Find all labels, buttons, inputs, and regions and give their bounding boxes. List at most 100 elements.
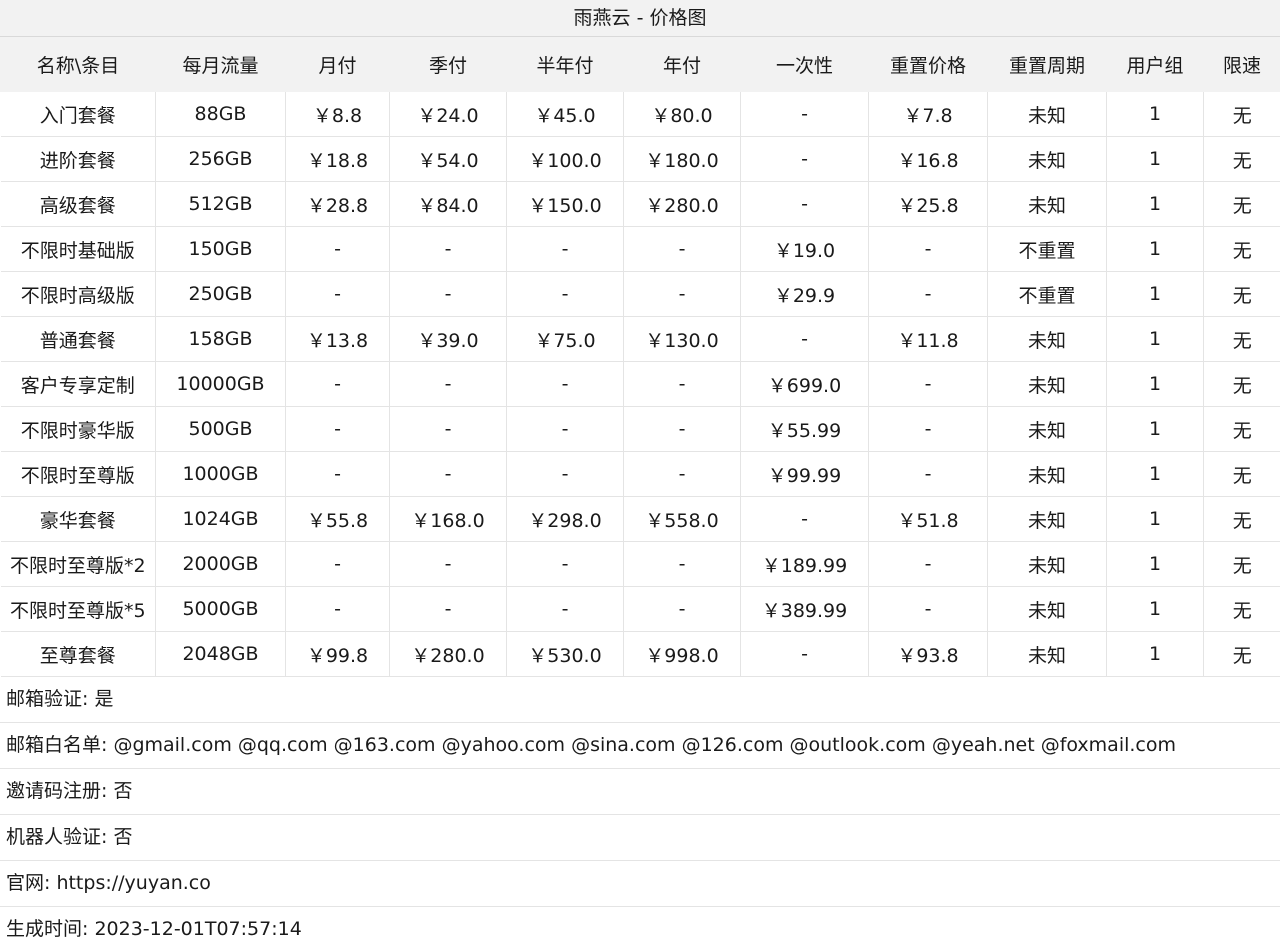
traffic-cell: 512GB [155,181,286,227]
table-row: 不限时至尊版*5 5000GB - - - - ￥389.99- 未知 1 无 [0,586,1280,632]
reset-price-cell: - [868,586,988,632]
invite-code-line: 邀请码注册: 否 [0,769,1280,815]
traffic-cell: 2048GB [155,631,286,677]
yearly-price-cell: ￥998.0 [623,631,741,677]
table-row: 不限时高级版 250GB - - - - ￥29.9- 不重置 1 无 [0,271,1280,317]
one-time-price-cell: - [740,136,869,182]
plan-name-cell: 高级套餐 [0,181,156,227]
plan-name-cell: 普通套餐 [0,316,156,362]
speed-limit-cell: 无 [1203,631,1280,677]
quarterly-price-cell: ￥84.0 [389,181,507,227]
plan-name-cell: 不限时至尊版*2 [0,541,156,587]
table-body: 入门套餐 88GB ￥8.8 ￥24.0 ￥45.0 ￥80.0- ￥7.8 未知 1 无进阶套餐… [0,91,1280,677]
reset-price-cell: - [868,271,988,317]
reset-price-cell: - [868,406,988,452]
plan-name-cell: 不限时至尊版*5 [0,586,156,632]
user-group-cell: 1 [1106,136,1204,182]
reset-cycle-cell: 不重置 [987,271,1107,317]
quarterly-price-cell: ￥54.0 [389,136,507,182]
traffic-cell: 10000GB [155,361,286,407]
yearly-price-cell: ￥280.0 [623,181,741,227]
one-time-price-cell: - [740,496,869,542]
reset-cycle-cell: 未知 [987,496,1107,542]
yearly-price-cell: - [623,271,741,317]
table-row: 客户专享定制 10000GB - - - - ￥699.0- 未知 1 无 [0,361,1280,407]
reset-price-cell: ￥25.8 [868,181,988,227]
traffic-cell: 5000GB [155,586,286,632]
reset-price-cell: ￥7.8 [868,91,988,137]
half-year-price-cell: ￥150.0 [506,181,624,227]
speed-limit-cell: 无 [1203,136,1280,182]
traffic-cell: 1024GB [155,496,286,542]
traffic-cell: 500GB [155,406,286,452]
traffic-cell: 150GB [155,226,286,272]
plan-name-cell: 不限时基础版 [0,226,156,272]
price-table: 名称\条目 每月流量 月付 季付 半年付 年付 一次性 重置价格 重置周期 用户… [0,37,1280,677]
monthly-price-cell: ￥28.8 [285,181,390,227]
user-group-cell: 1 [1106,181,1204,227]
one-time-price-cell: ￥55.99 [740,406,869,452]
yearly-price-cell: ￥180.0 [623,136,741,182]
column-header-yearly: 年付 [623,37,741,92]
quarterly-price-cell: - [389,586,507,632]
one-time-price-cell: ￥389.99 [740,586,869,632]
column-header-quarterly: 季付 [389,37,507,92]
quarterly-price-cell: - [389,271,507,317]
speed-limit-cell: 无 [1203,496,1280,542]
monthly-price-cell: ￥99.8 [285,631,390,677]
plan-name-cell: 不限时高级版 [0,271,156,317]
traffic-cell: 88GB [155,91,286,137]
plan-name-cell: 入门套餐 [0,91,156,137]
one-time-price-cell: ￥189.99 [740,541,869,587]
yearly-price-cell: - [623,361,741,407]
speed-limit-cell: 无 [1203,451,1280,497]
yearly-price-cell: - [623,451,741,497]
speed-limit-cell: 无 [1203,181,1280,227]
monthly-price-cell: - [285,271,390,317]
quarterly-price-cell: ￥39.0 [389,316,507,362]
user-group-cell: 1 [1106,361,1204,407]
reset-price-cell: ￥11.8 [868,316,988,362]
reset-cycle-cell: 不重置 [987,226,1107,272]
column-header-monthly: 月付 [285,37,390,92]
monthly-price-cell: ￥55.8 [285,496,390,542]
traffic-cell: 250GB [155,271,286,317]
user-group-cell: 1 [1106,226,1204,272]
one-time-price-cell: ￥29.9 [740,271,869,317]
half-year-price-cell: - [506,541,624,587]
half-year-price-cell: - [506,451,624,497]
column-header-speed-limit: 限速 [1203,37,1280,92]
yearly-price-cell: - [623,226,741,272]
user-group-cell: 1 [1106,91,1204,137]
quarterly-price-cell: ￥24.0 [389,91,507,137]
column-header-user-group: 用户组 [1106,37,1204,92]
table-row: 不限时基础版 150GB - - - - ￥19.0- 不重置 1 无 [0,226,1280,272]
user-group-cell: 1 [1106,451,1204,497]
yearly-price-cell: - [623,541,741,587]
half-year-price-cell: ￥530.0 [506,631,624,677]
info-footer: 邮箱验证: 是 邮箱白名单: @gmail.com @qq.com @163.c… [0,677,1280,952]
reset-cycle-cell: 未知 [987,91,1107,137]
quarterly-price-cell: - [389,226,507,272]
quarterly-price-cell: - [389,361,507,407]
traffic-cell: 2000GB [155,541,286,587]
monthly-price-cell: - [285,406,390,452]
half-year-price-cell: ￥100.0 [506,136,624,182]
reset-cycle-cell: 未知 [987,361,1107,407]
table-row: 不限时至尊版*2 2000GB - - - - ￥189.99- 未知 1 无 [0,541,1280,587]
table-row: 不限时豪华版 500GB - - - - ￥55.99- 未知 1 无 [0,406,1280,452]
reset-cycle-cell: 未知 [987,406,1107,452]
half-year-price-cell: ￥45.0 [506,91,624,137]
table-row: 豪华套餐 1024GB ￥55.8 ￥168.0 ￥298.0 ￥558.0- ￥51.8 未… [0,496,1280,542]
yearly-price-cell: - [623,586,741,632]
speed-limit-cell: 无 [1203,316,1280,362]
half-year-price-cell: - [506,586,624,632]
reset-price-cell: ￥51.8 [868,496,988,542]
yearly-price-cell: ￥130.0 [623,316,741,362]
table-row: 不限时至尊版 1000GB - - - - ￥99.99- 未知 1 无 [0,451,1280,497]
traffic-cell: 256GB [155,136,286,182]
column-header-reset-cycle: 重置周期 [987,37,1107,92]
page-title: 雨燕云 - 价格图 [0,0,1280,37]
speed-limit-cell: 无 [1203,361,1280,407]
one-time-price-cell: - [740,631,869,677]
